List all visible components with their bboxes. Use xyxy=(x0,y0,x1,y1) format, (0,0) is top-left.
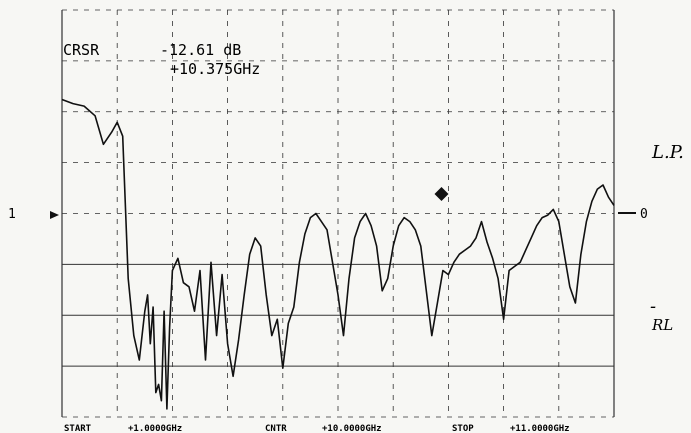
bottom-label: START xyxy=(64,424,92,433)
graticule xyxy=(61,9,615,418)
cursor-diamond xyxy=(434,187,449,202)
cursor-group xyxy=(434,187,449,202)
handwritten-dash: - xyxy=(650,296,656,317)
bottom-label: CNTR xyxy=(265,424,287,433)
bottom-annotation-row: START +1.0000GHz CNTR +10.0000GHz STOP +11.00… xyxy=(64,424,570,433)
bottom-label: +1.0000GHz xyxy=(128,424,182,433)
cursor-frequency: +10.375GHz xyxy=(170,60,260,78)
cursor-value: -12.61 dB xyxy=(160,41,241,59)
bottom-label: STOP xyxy=(452,424,474,433)
trace-group xyxy=(61,98,615,410)
bottom-label: +11.0000GHz xyxy=(510,424,570,433)
left-channel-marker: 1 xyxy=(8,207,16,222)
left-reference-arrow xyxy=(50,211,59,219)
cursor-label: CRSR xyxy=(63,41,100,59)
right-reference-marker: 0 xyxy=(640,207,648,222)
bottom-label: +10.0000GHz xyxy=(322,424,382,433)
handwritten-rl: RL xyxy=(651,316,673,334)
handwritten-lp: L.P. xyxy=(651,142,684,163)
trace-line xyxy=(61,98,615,410)
